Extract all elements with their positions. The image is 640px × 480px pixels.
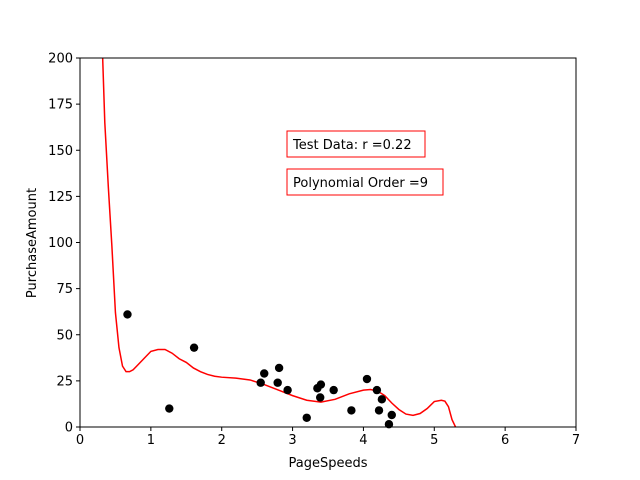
x-tick-label: 6 [501, 433, 509, 448]
data-point [274, 363, 284, 373]
data-point [374, 406, 384, 415]
x-tick-label: 3 [288, 433, 296, 448]
x-axis-label: PageSpeeds [289, 456, 368, 471]
data-point [189, 343, 199, 352]
y-axis-ticks: 0 25 50 75 100 125 150 175 200 [48, 52, 80, 436]
x-tick-label: 4 [359, 433, 367, 448]
annotation-polynomial-order: Polynomial Order =9 [286, 168, 444, 196]
data-point [283, 385, 292, 395]
fit-curve [101, 58, 457, 427]
annotation-correlation-text: Test Data: r =0.22 [292, 138, 412, 153]
x-tick-label: 2 [218, 433, 226, 448]
annotation-polynomial-order-box [286, 168, 444, 196]
y-tick-label: 75 [56, 282, 73, 297]
x-tick-label: 7 [572, 433, 580, 448]
x-tick-label: 0 [76, 433, 84, 448]
data-point [362, 374, 372, 384]
data-point [329, 385, 338, 395]
data-point [256, 378, 265, 387]
data-point [273, 378, 282, 387]
data-point [387, 410, 396, 420]
data-point [316, 380, 326, 389]
annotation-polynomial-order-text: Polynomial Order =9 [293, 176, 428, 191]
x-axis-ticks: 0 1 2 3 4 5 6 7 [76, 427, 580, 448]
data-point [384, 420, 394, 429]
y-axis-label: PurchaseAmount [25, 188, 40, 298]
y-tick-label: 0 [65, 421, 73, 436]
y-tick-label: 50 [56, 328, 73, 343]
data-point [260, 369, 269, 378]
annotation-correlation: Test Data: r =0.22 [286, 130, 426, 158]
data-point [123, 310, 132, 319]
data-point [302, 413, 311, 422]
scatter-points-layer [123, 310, 396, 429]
data-point [377, 395, 387, 404]
y-tick-label: 125 [48, 190, 73, 205]
x-tick-label: 5 [430, 433, 438, 448]
data-point [372, 385, 382, 395]
y-tick-label: 175 [48, 98, 73, 113]
y-tick-label: 25 [56, 374, 73, 389]
data-point [347, 406, 356, 415]
y-tick-label: 150 [48, 144, 73, 159]
annotation-correlation-box [286, 130, 426, 158]
plot-background [80, 58, 576, 427]
y-tick-label: 100 [48, 236, 73, 251]
y-tick-label: 200 [48, 52, 73, 67]
data-point [316, 393, 325, 402]
data-point [165, 404, 174, 413]
fit-curve-layer [101, 58, 457, 427]
x-tick-label: 1 [147, 433, 155, 448]
